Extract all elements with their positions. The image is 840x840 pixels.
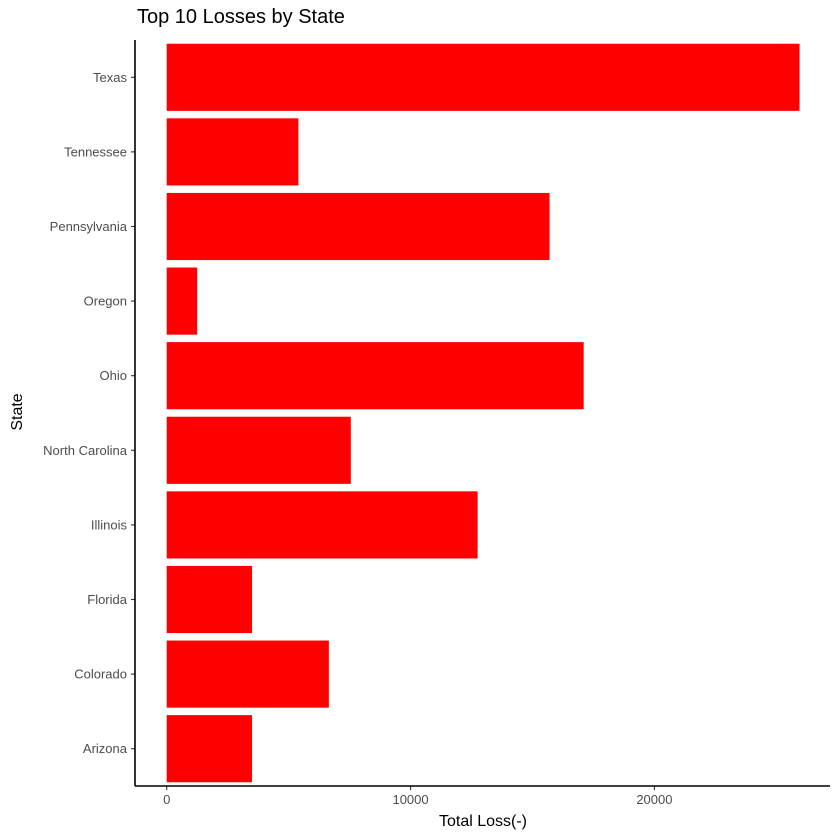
y-tick-label: Pennsylvania — [50, 219, 128, 234]
bar-pennsylvania — [166, 192, 550, 261]
y-tick-label: Ohio — [100, 368, 127, 383]
y-tick-label: Tennessee — [64, 144, 127, 159]
bar-tennessee — [166, 118, 299, 186]
x-tick-label: 20000 — [636, 792, 672, 807]
y-tick-label: Oregon — [84, 294, 127, 309]
axes-group: Texas Tennessee Pennsylvania Oregon Ohio Nort… — [43, 40, 830, 807]
bar-arizona — [166, 715, 253, 783]
bar-colorado — [166, 640, 329, 708]
y-tick-label: Arizona — [83, 741, 128, 756]
y-axis-title: State — [9, 393, 26, 430]
bar-florida — [166, 565, 253, 634]
y-tick-label: Texas — [93, 70, 127, 85]
y-tick-label: Colorado — [74, 667, 127, 682]
bar-ohio — [166, 342, 584, 410]
x-axis-title: Total Loss(-) — [439, 813, 527, 830]
x-tick-label: 10000 — [392, 792, 428, 807]
bar-oregon — [166, 267, 198, 335]
y-tick-label: North Carolina — [43, 443, 128, 458]
chart-title: Top 10 Losses by State — [137, 6, 345, 28]
bars-group — [166, 43, 800, 783]
bar-texas — [166, 43, 800, 111]
y-tick-label: Florida — [87, 592, 128, 607]
bar-north-carolina — [166, 416, 351, 484]
x-tick-label: 0 — [163, 792, 170, 807]
y-tick-label: Illinois — [91, 517, 128, 532]
bar-illinois — [166, 491, 478, 559]
